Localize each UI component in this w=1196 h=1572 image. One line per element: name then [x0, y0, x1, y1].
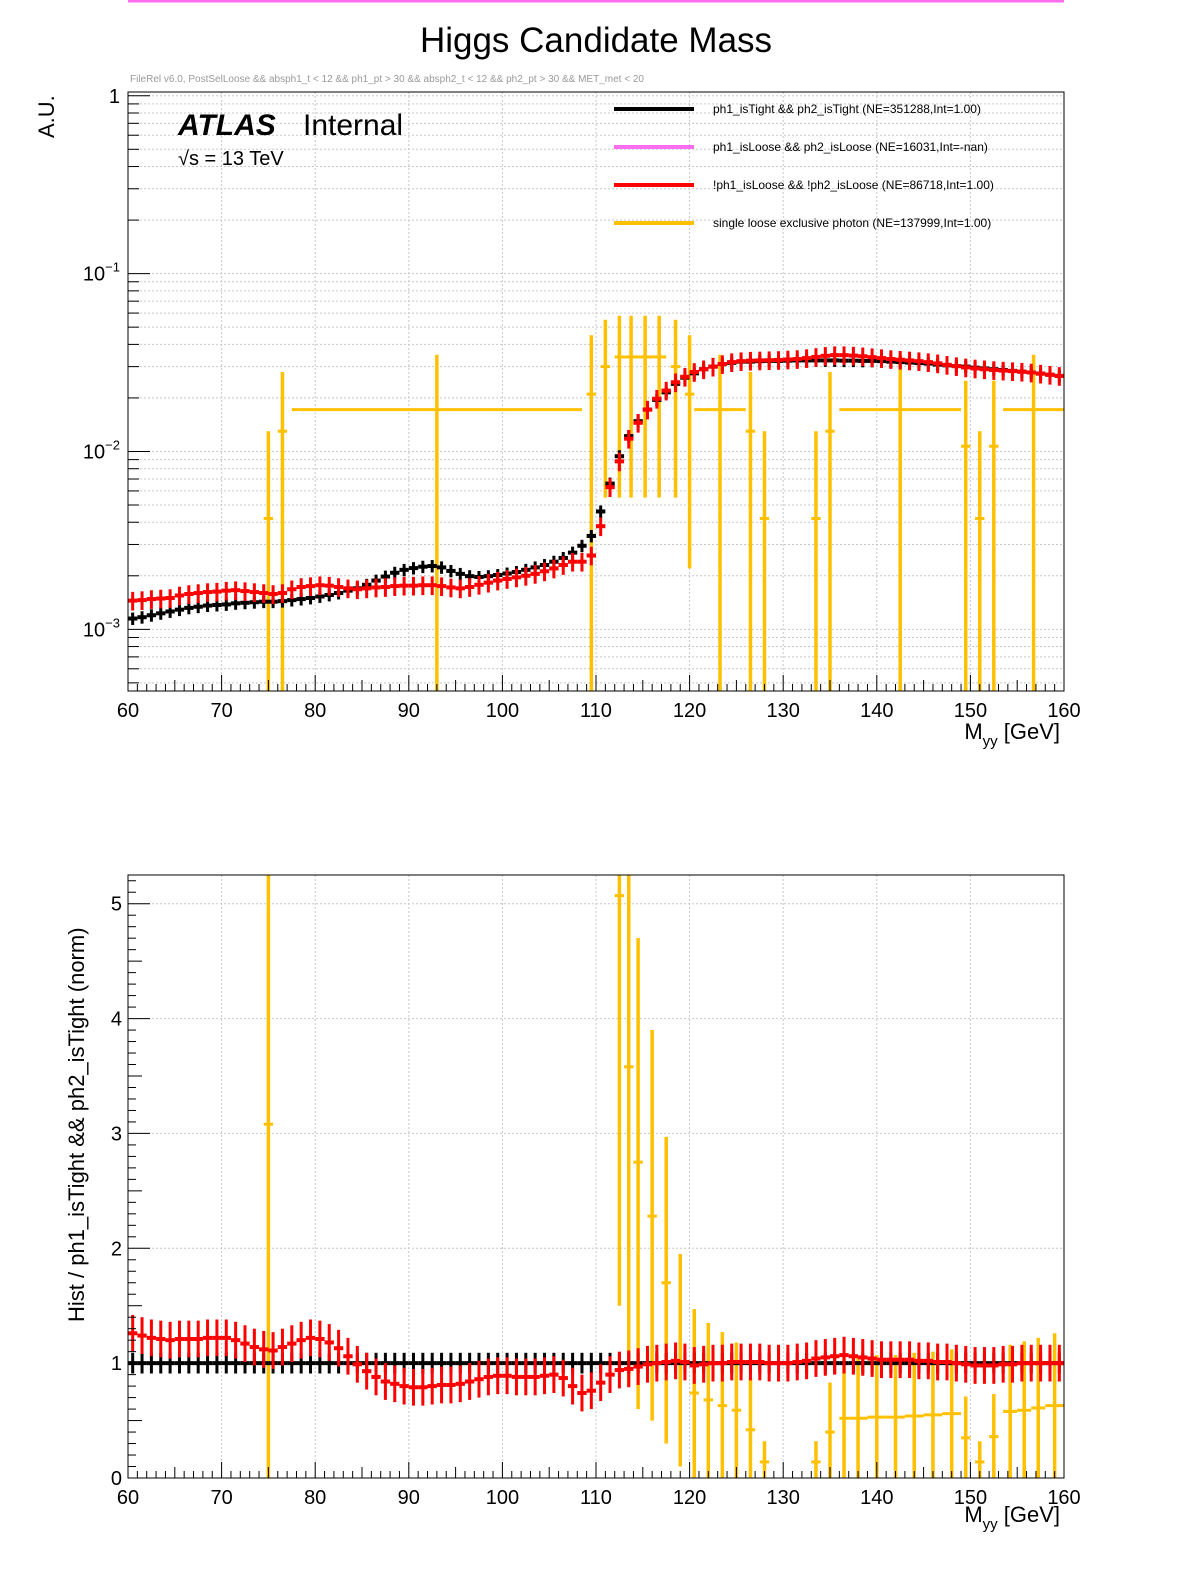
top-xtick-label: 70	[210, 700, 232, 722]
top-ytick-label: 10−2	[83, 437, 120, 463]
bottom-xtick-label: 130	[767, 1487, 800, 1509]
energy-label: √s = 13 TeV	[178, 148, 284, 170]
top-y-axis-label: A.U.	[34, 95, 59, 138]
bottom-xtick-label: 140	[860, 1487, 893, 1509]
top-xtick-label: 110	[580, 700, 612, 722]
atlas-label: ATLAS	[177, 109, 276, 142]
bottom-x-axis-label: Myy [GeV]	[964, 1502, 1060, 1533]
top-xtick-label: 100	[486, 700, 519, 722]
top-axes: 60 70 80 90 100 110 120 130 140 150 160 1 10−1 10−2 10…	[83, 86, 1081, 722]
top-xtick-label: 60	[117, 700, 139, 722]
bottom-ytick-label: 0	[111, 1468, 122, 1490]
top-xtick-label: 130	[767, 700, 800, 722]
top-ytick-label: 1	[109, 86, 120, 108]
legend-entry-notloose: !ph1_isLoose && !ph2_isLoose (NE=86718,I…	[713, 178, 994, 192]
bottom-y-axis-label: Hist / ph1_isTight && ph2_isTight (norm)	[64, 927, 89, 1322]
top-panel: 60 70 80 90 100 110 120 130 140 150 160 1 10−1 10−2 10…	[34, 86, 1081, 750]
chart-title: Higgs Candidate Mass	[420, 21, 772, 60]
bottom-xtick-label: 160	[1047, 1487, 1080, 1509]
legend-entry-tight: ph1_isTight && ph2_isTight (NE=351288,In…	[713, 102, 981, 116]
top-xtick-label: 90	[398, 700, 420, 722]
bottom-xtick-label: 110	[580, 1487, 612, 1509]
top-xtick-label: 140	[860, 700, 893, 722]
bottom-ytick-label: 4	[111, 1009, 122, 1031]
top-xtick-label: 150	[954, 700, 987, 722]
atlas-internal-label: Internal	[303, 109, 403, 142]
bottom-xtick-label: 60	[117, 1487, 139, 1509]
bottom-ytick-label: 5	[111, 894, 122, 916]
bottom-axes: 60 70 80 90 100 110 120 130 140 150 160 0 1 2 3 4 5	[111, 880, 1081, 1509]
bottom-series	[128, 875, 1064, 1478]
bottom-ytick-label: 2	[111, 1238, 122, 1260]
bottom-xtick-label: 70	[210, 1487, 232, 1509]
bottom-xtick-label: 100	[486, 1487, 519, 1509]
bottom-ytick-label: 1	[111, 1353, 122, 1375]
top-x-axis-label: Myy [GeV]	[964, 719, 1060, 750]
bottom-xtick-label: 120	[673, 1487, 706, 1509]
top-ytick-label: 10−1	[83, 260, 120, 286]
top-xtick-label: 80	[304, 700, 326, 722]
selection-text: FileRel v6.0, PostSelLoose && absph1_t <…	[130, 74, 644, 85]
legend: ph1_isTight && ph2_isTight (NE=351288,In…	[614, 102, 994, 230]
bottom-ytick-label: 3	[111, 1123, 122, 1145]
top-series	[128, 315, 1064, 691]
bottom-xtick-label: 90	[398, 1487, 420, 1509]
legend-entry-loose: ph1_isLoose && ph2_isLoose (NE=16031,Int…	[713, 140, 988, 154]
top-ytick-label: 10−3	[83, 615, 120, 641]
bottom-xtick-label: 80	[304, 1487, 326, 1509]
top-xtick-label: 160	[1047, 700, 1080, 722]
bottom-panel: 60 70 80 90 100 110 120 130 140 150 160 0 1 2 3 4 5 Hist…	[64, 874, 1081, 1533]
top-xtick-label: 120	[673, 700, 706, 722]
legend-entry-single: single loose exclusive photon (NE=137999…	[713, 216, 991, 230]
bottom-xtick-label: 150	[954, 1487, 987, 1509]
